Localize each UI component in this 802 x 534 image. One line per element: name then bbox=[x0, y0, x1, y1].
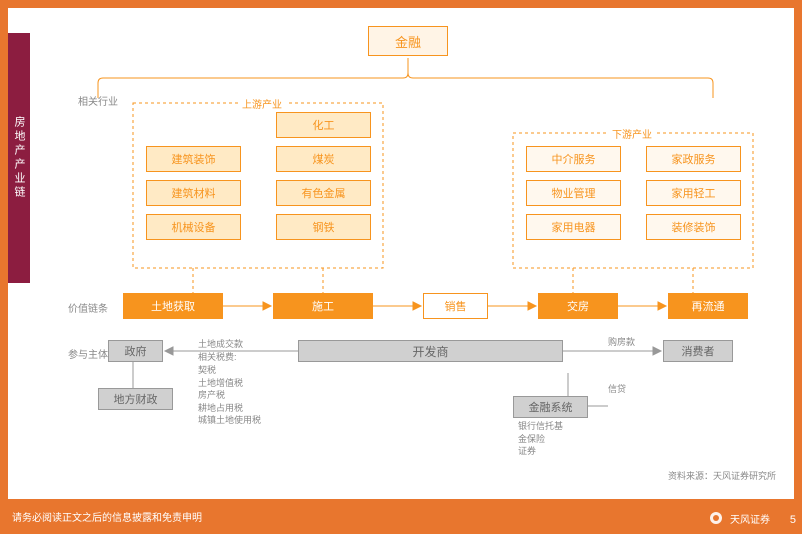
tax-sub: 相关税费: bbox=[198, 351, 237, 364]
p-local: 地方财政 bbox=[98, 388, 173, 410]
node-upstream: 化工 bbox=[276, 112, 371, 138]
node-upstream: 机械设备 bbox=[146, 214, 241, 240]
node-upstream: 建筑装饰 bbox=[146, 146, 241, 172]
node-upstream: 煤炭 bbox=[276, 146, 371, 172]
sidebar: 房地产产业链 bbox=[8, 33, 30, 283]
sidebar-title: 房地产产业链 bbox=[11, 116, 27, 200]
fin-item: 证券 bbox=[518, 445, 563, 458]
fin-item: 金保险 bbox=[518, 433, 563, 446]
brand-text: 天风证券 bbox=[730, 511, 770, 526]
footer-bar: 请务必阅读正文之后的信息披露和免责申明 bbox=[0, 499, 802, 534]
node-downstream: 家用轻工 bbox=[646, 180, 741, 206]
label-downstream: 下游产业 bbox=[608, 126, 656, 141]
p-dev: 开发商 bbox=[298, 340, 563, 362]
vc-node: 施工 bbox=[273, 293, 373, 319]
connector-lines bbox=[38, 18, 786, 488]
tax-list: 契税 土地增值税 房产税 耕地占用税 城镇土地使用税 bbox=[198, 364, 261, 427]
footer-brand: 天风证券 bbox=[708, 510, 790, 526]
node-downstream: 装修装饰 bbox=[646, 214, 741, 240]
tax-item: 城镇土地使用税 bbox=[198, 414, 261, 427]
node-downstream: 物业管理 bbox=[526, 180, 621, 206]
tax-item: 房产税 bbox=[198, 389, 261, 402]
tax-item: 耕地占用税 bbox=[198, 402, 261, 415]
brand-icon bbox=[708, 510, 724, 526]
node-downstream: 家用电器 bbox=[526, 214, 621, 240]
node-downstream: 中介服务 bbox=[526, 146, 621, 172]
source-text: 资料来源：天风证券研究所 bbox=[668, 469, 776, 482]
fin-sub: 银行信托基 金保险 证券 bbox=[518, 420, 563, 458]
label-valuechain: 价值链条 bbox=[68, 300, 108, 315]
p-consumer: 消费者 bbox=[663, 340, 733, 362]
node-upstream: 有色金属 bbox=[276, 180, 371, 206]
label-related: 相关行业 bbox=[78, 93, 118, 108]
tax-header: 土地成交款 bbox=[198, 338, 243, 351]
tax-item: 契税 bbox=[198, 364, 261, 377]
fin-item: 银行信托基 bbox=[518, 420, 563, 433]
vc-node: 土地获取 bbox=[123, 293, 223, 319]
page-number: 5 bbox=[790, 514, 796, 526]
label-participants: 参与主体 bbox=[68, 346, 108, 361]
vc-node: 交房 bbox=[538, 293, 618, 319]
node-upstream: 建筑材料 bbox=[146, 180, 241, 206]
credit-label: 信贷 bbox=[608, 383, 626, 396]
vc-node: 销售 bbox=[423, 293, 488, 319]
footer-text: 请务必阅读正文之后的信息披露和免责申明 bbox=[12, 509, 202, 524]
node-downstream: 家政服务 bbox=[646, 146, 741, 172]
node-upstream: 钢铁 bbox=[276, 214, 371, 240]
label-upstream: 上游产业 bbox=[238, 96, 286, 111]
tax-item: 土地增值税 bbox=[198, 377, 261, 390]
page: 房地产产业链 bbox=[8, 8, 794, 499]
purchase-label: 购房款 bbox=[608, 336, 635, 349]
p-gov: 政府 bbox=[108, 340, 163, 362]
p-finsys: 金融系统 bbox=[513, 396, 588, 418]
vc-node: 再流通 bbox=[668, 293, 748, 319]
diagram-content: 金融 相关行业 上游产业 下游产业 价值链条 参与主体 建筑装饰 建筑材料 机械… bbox=[38, 18, 786, 488]
node-finance: 金融 bbox=[368, 26, 448, 56]
